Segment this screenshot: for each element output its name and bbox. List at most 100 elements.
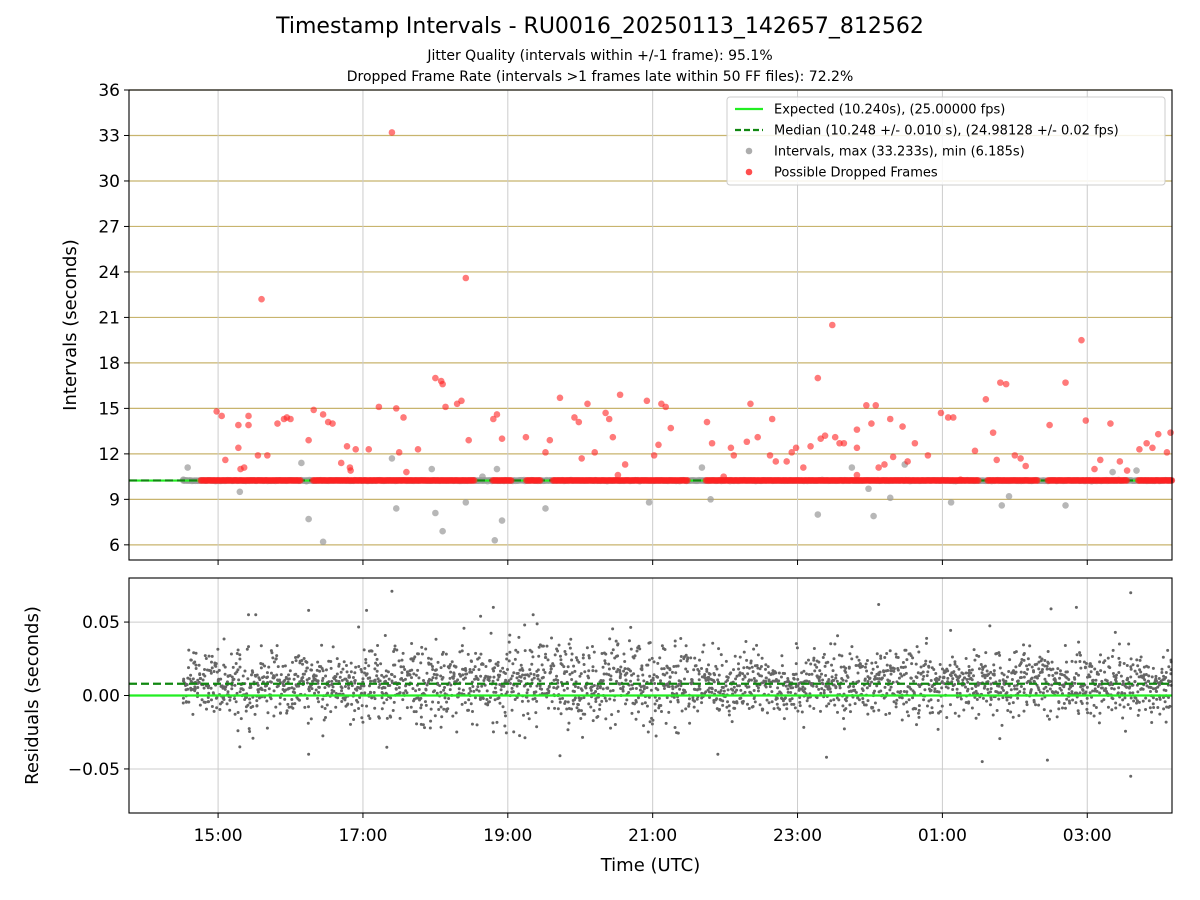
residual-point [409,705,413,709]
residual-point [1139,655,1143,659]
residual-point [230,687,234,691]
residual-point [1168,704,1172,708]
residual-point [283,678,287,682]
residual-point [573,669,577,673]
residual-point [870,680,874,684]
residual-point [566,700,570,704]
residual-point [692,668,696,672]
residual-point [361,720,365,724]
residual-point [905,690,909,694]
residual-point [598,703,602,707]
residual-point [764,679,768,683]
residual-point [806,696,810,700]
residual-point [655,699,659,703]
residual-point [919,665,923,669]
residual-point [565,707,569,711]
residual-point [919,672,923,676]
residual-point [1028,644,1032,648]
residual-point [755,643,759,647]
residual-point [895,698,899,702]
residual-point [629,625,633,629]
dropped-frame-point [245,421,252,429]
residual-point [516,650,520,654]
residual-point [230,675,234,679]
residual-point [248,697,252,701]
residual-point [1074,701,1078,705]
residual-point [958,674,962,678]
residual-point [1152,705,1156,709]
residual-point [1029,689,1033,693]
residual-point [802,690,806,694]
residual-point [989,698,993,702]
residual-point [1062,702,1066,706]
dropped-frame-point [667,424,675,432]
residual-point [1050,660,1054,664]
residual-point [1114,706,1118,710]
residual-point [1086,711,1090,715]
residual-point [640,666,644,670]
residual-point [449,683,453,687]
residual-point [292,677,296,681]
residual-point [321,669,325,673]
residual-point [349,670,353,674]
residual-point [946,669,950,673]
residual-point [1147,699,1151,703]
residual-point [519,663,523,667]
residual-point [674,671,678,675]
residual-point [502,684,506,688]
residual-point [884,713,888,717]
residual-point [662,686,666,690]
residual-point [1099,653,1103,657]
residual-point [563,650,567,654]
residual-point [950,655,954,659]
residual-point [545,644,549,648]
residual-point [274,705,278,709]
residual-point [334,705,338,709]
residual-point [476,678,480,682]
residual-point [320,643,324,647]
residual-point [245,647,249,651]
residual-point [940,704,944,708]
residual-point [1121,716,1125,720]
residual-point [565,686,569,690]
residual-point [572,664,576,668]
residual-point [888,688,892,692]
residual-point [317,685,321,689]
residual-point [368,684,372,688]
residual-point [1100,686,1104,690]
dropped-frame-point [911,439,919,447]
residual-point [558,697,562,701]
residual-point [899,672,903,676]
residual-point [377,716,381,720]
residual-point [584,686,588,690]
residual-point [378,682,382,686]
residual-point [412,672,416,676]
residual-point [582,696,586,700]
residual-point [1095,689,1099,693]
residual-point [585,691,589,695]
residual-point [376,663,380,667]
interval-y-tick-label: 6 [109,536,120,556]
residual-point [296,674,300,678]
residual-point [247,613,251,617]
residual-point [1133,680,1137,684]
dropped-frame-point [1062,379,1069,386]
dropped-frame-point [614,471,622,479]
dropped-frame-point [432,374,439,382]
residual-point [1093,667,1097,671]
residual-point [570,671,574,675]
residual-point [694,664,698,668]
residual-point [967,674,971,678]
residual-point [1135,701,1139,705]
residual-point [1051,667,1055,671]
residual-point [460,649,464,653]
residual-point [364,661,368,665]
residual-point [1111,648,1115,652]
residual-point [544,652,548,656]
residual-point [1049,709,1053,713]
residual-point [468,668,472,672]
residual-point [474,651,478,655]
residual-point [609,678,613,682]
residual-point [817,687,821,691]
residual-point [540,691,544,695]
